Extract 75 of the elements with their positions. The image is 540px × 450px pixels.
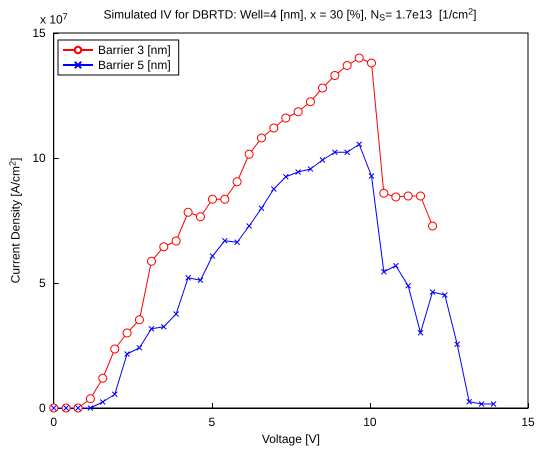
point — [367, 58, 376, 68]
point — [232, 177, 242, 186]
point — [416, 192, 426, 200]
y-tick-label: 5 — [39, 276, 46, 290]
point — [332, 149, 338, 156]
legend-label: Barrier 3 [nm] — [98, 43, 171, 57]
point — [134, 315, 144, 324]
point — [234, 239, 240, 246]
point — [391, 192, 400, 202]
point — [146, 256, 156, 266]
point — [344, 149, 350, 156]
point — [173, 311, 180, 317]
point — [270, 186, 277, 192]
point — [306, 97, 315, 106]
point — [342, 61, 352, 70]
point — [418, 330, 424, 336]
point — [380, 268, 387, 275]
legend-label: Barrier 5 [nm] — [98, 58, 171, 72]
point — [282, 174, 289, 180]
point — [269, 124, 278, 132]
point — [454, 341, 460, 348]
point — [307, 166, 314, 172]
x-tick-label: 15 — [521, 415, 535, 429]
point — [295, 169, 302, 175]
x-tick-label: 5 — [208, 415, 216, 429]
point — [124, 351, 130, 357]
point — [281, 114, 290, 122]
point — [442, 292, 448, 298]
point — [404, 192, 413, 200]
point — [428, 222, 438, 230]
point — [185, 274, 192, 281]
point — [86, 394, 95, 404]
point — [392, 262, 399, 269]
point — [136, 344, 142, 351]
y-tick-label: 10 — [32, 151, 46, 165]
point — [379, 188, 388, 198]
y-axis-title: Current Density [A/cm2] — [8, 158, 22, 284]
point — [405, 282, 412, 289]
point — [294, 107, 303, 116]
point — [430, 289, 436, 295]
point — [256, 134, 266, 142]
y-tick-label: 15 — [32, 26, 46, 40]
point — [208, 194, 217, 204]
point — [100, 399, 106, 405]
y-tick-label: 0 — [39, 401, 46, 415]
point — [172, 236, 181, 246]
point — [197, 277, 204, 284]
point — [148, 326, 154, 332]
point — [196, 212, 205, 222]
x-tick-label: 0 — [50, 415, 58, 429]
point — [368, 173, 374, 179]
point — [319, 157, 326, 163]
point — [209, 253, 216, 259]
point — [160, 324, 167, 330]
point — [330, 71, 340, 80]
point — [222, 238, 228, 244]
point — [159, 242, 168, 252]
point — [354, 54, 364, 62]
point — [466, 398, 472, 405]
point — [98, 374, 108, 383]
point — [490, 401, 497, 407]
point — [220, 194, 230, 204]
point — [356, 141, 362, 148]
point — [184, 208, 193, 217]
point — [112, 391, 118, 398]
point — [478, 401, 485, 407]
x-axis-title: Voltage [V] — [262, 432, 320, 446]
point — [258, 205, 264, 212]
point — [318, 84, 327, 92]
point — [87, 405, 94, 411]
x-tick-label: 10 — [363, 415, 377, 429]
point — [122, 328, 132, 338]
point — [110, 344, 120, 354]
point — [244, 150, 254, 159]
point — [246, 223, 252, 229]
